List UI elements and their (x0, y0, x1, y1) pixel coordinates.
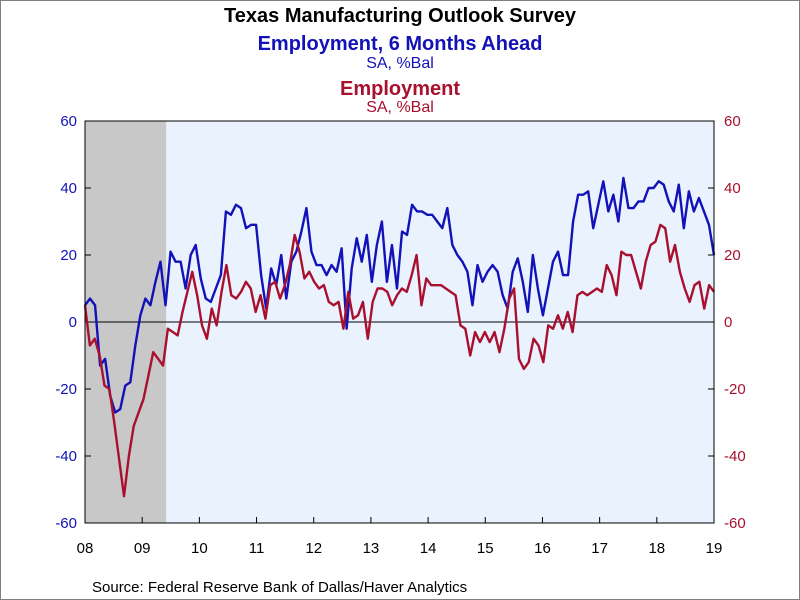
x-tick-label: 11 (249, 540, 265, 557)
x-tick-label: 15 (477, 540, 494, 557)
x-tick-label: 14 (420, 540, 437, 557)
series-line-employment (83, 223, 715, 498)
right-tick-label: -60 (724, 515, 746, 532)
left-tick-label: 40 (60, 180, 77, 197)
series2-title: Employment (340, 78, 460, 100)
x-tick-label: 17 (591, 540, 608, 557)
left-axis: 60 40 20 0 -20 -40 -60 (55, 113, 91, 532)
x-tick-label: 13 (363, 540, 380, 557)
x-tick-label: 08 (77, 540, 94, 557)
x-tick-label: 19 (706, 540, 723, 557)
plot-frame (84, 120, 715, 524)
right-axis: 60 40 20 0 -20 -40 -60 (708, 113, 746, 532)
left-tick-label: -20 (55, 381, 77, 398)
left-tick-label: -40 (55, 448, 77, 465)
x-axis: 08 09 10 11 12 13 14 15 16 17 18 19 (77, 517, 723, 557)
chart-title: Texas Manufacturing Outlook Survey (224, 5, 577, 27)
x-tick-label: 09 (134, 540, 151, 557)
left-tick-label: 60 (60, 113, 77, 130)
left-tick-label: 20 (60, 247, 77, 264)
x-tick-label: 10 (191, 540, 208, 557)
right-tick-label: 60 (724, 113, 741, 130)
x-tick-label: 16 (534, 540, 551, 557)
x-tick-label: 12 (305, 540, 322, 557)
right-tick-label: 0 (724, 314, 732, 331)
right-tick-label: 40 (724, 180, 741, 197)
right-tick-label: -20 (724, 381, 746, 398)
series1-unit: SA, %Bal (366, 55, 434, 72)
right-tick-label: 20 (724, 247, 741, 264)
right-tick-label: -40 (724, 448, 746, 465)
x-tick-label: 18 (648, 540, 665, 557)
left-tick-label: 0 (69, 314, 77, 331)
source-note: Source: Federal Reserve Bank of Dallas/H… (92, 579, 467, 596)
series-line-employment-6-months-ahead (84, 176, 716, 414)
series1-title: Employment, 6 Months Ahead (258, 33, 543, 55)
series2-unit: SA, %Bal (366, 99, 434, 116)
left-tick-label: -60 (55, 515, 77, 532)
